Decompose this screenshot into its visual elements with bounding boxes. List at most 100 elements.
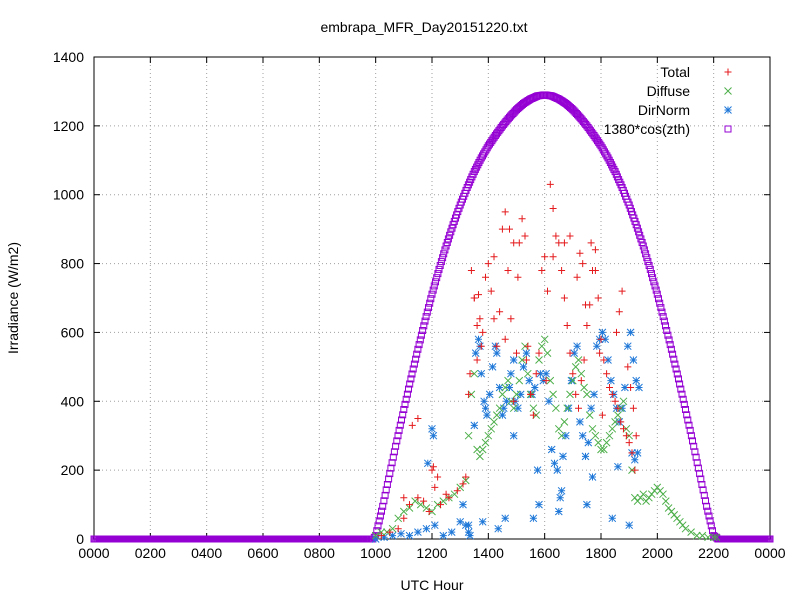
data-point (476, 315, 484, 323)
data-point (563, 404, 572, 413)
data-point (464, 521, 473, 530)
data-point (407, 375, 415, 383)
data-point (598, 328, 607, 337)
data-point (523, 369, 532, 378)
data-point (467, 267, 475, 274)
legend-marker (724, 106, 732, 114)
data-point (579, 260, 587, 268)
data-point (518, 356, 526, 364)
data-point (554, 507, 563, 516)
x-tick-label: 0600 (247, 545, 278, 561)
data-point (423, 308, 431, 316)
data-point (560, 418, 569, 426)
data-point (684, 416, 692, 424)
data-point (464, 528, 473, 536)
data-point (546, 180, 554, 188)
data-point (425, 304, 432, 312)
data-point (571, 363, 580, 371)
data-point (577, 369, 586, 378)
data-point (696, 470, 704, 478)
data-point (490, 315, 498, 323)
data-point (380, 533, 388, 542)
data-point (480, 397, 488, 406)
data-point (618, 404, 626, 413)
data-point (475, 291, 482, 299)
data-point (509, 404, 518, 413)
data-point (704, 507, 712, 515)
data-point (522, 356, 530, 364)
data-point (466, 370, 474, 378)
data-point (522, 349, 531, 357)
data-point (420, 322, 428, 330)
data-point (535, 356, 543, 364)
data-point (518, 215, 526, 223)
data-point (514, 273, 522, 281)
data-point (410, 360, 418, 368)
data-point (514, 404, 522, 413)
y-tick-label: 1200 (53, 118, 84, 134)
data-point (554, 424, 563, 433)
data-point (597, 335, 605, 343)
data-point (422, 313, 430, 321)
data-point (512, 390, 521, 399)
x-tick-label: 2200 (698, 545, 729, 561)
data-point (430, 282, 438, 290)
data-point (605, 431, 614, 440)
data-point (475, 159, 483, 166)
data-point (617, 418, 625, 426)
data-point (698, 531, 707, 540)
data-point (414, 528, 422, 536)
data-point (572, 390, 580, 398)
data-point (583, 500, 591, 509)
data-point (608, 514, 617, 523)
data-point (635, 383, 643, 392)
x-tick-label: 1600 (529, 545, 560, 561)
data-point (575, 404, 582, 412)
data-point (652, 286, 660, 294)
data-point (676, 380, 684, 388)
data-point (625, 439, 633, 447)
data-point (666, 341, 674, 349)
data-point (473, 322, 481, 329)
data-point (659, 313, 667, 321)
data-point (578, 431, 587, 440)
data-point (706, 517, 714, 525)
data-point (685, 421, 693, 429)
data-point (592, 342, 601, 351)
data-point (537, 342, 546, 351)
data-point (483, 411, 491, 419)
x-tick-label: 1400 (473, 545, 504, 561)
data-point (409, 365, 417, 373)
data-point (487, 424, 496, 433)
data-point (397, 529, 405, 538)
data-point (678, 390, 686, 398)
x-tick-label: 0000 (78, 545, 109, 561)
data-point (703, 502, 711, 510)
data-point (417, 331, 425, 339)
data-point (587, 404, 595, 413)
data-point (677, 385, 685, 393)
data-point (389, 453, 397, 461)
data-point (484, 431, 493, 440)
data-point (680, 400, 688, 408)
data-point (566, 232, 574, 240)
data-point (487, 287, 495, 295)
data-point (608, 424, 617, 433)
data-point (386, 528, 394, 536)
data-point (474, 161, 482, 169)
data-point (408, 421, 416, 429)
data-point (490, 418, 498, 426)
data-point (632, 376, 641, 385)
data-point (378, 507, 385, 515)
data-point (686, 426, 694, 434)
data-point (422, 524, 431, 533)
data-point (623, 342, 632, 351)
data-point (502, 397, 511, 406)
data-point (766, 535, 774, 543)
data-point (393, 437, 401, 445)
data-point (473, 445, 481, 454)
data-point (505, 383, 514, 392)
x-tick-label: 0000 (754, 545, 785, 561)
data-point (473, 163, 481, 171)
